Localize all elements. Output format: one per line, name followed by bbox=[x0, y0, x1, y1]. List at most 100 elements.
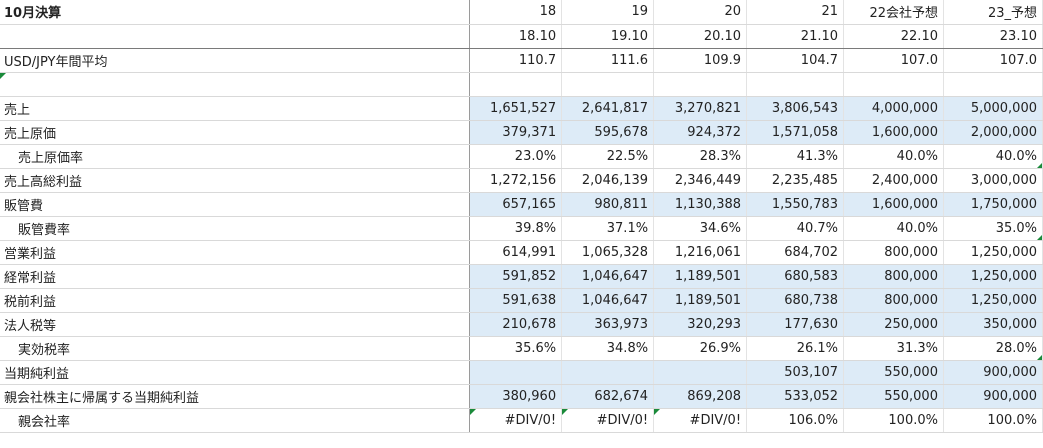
cell-blank[interactable] bbox=[561, 72, 655, 97]
value-cell[interactable]: 26.1% bbox=[746, 336, 845, 361]
value-cell[interactable]: 3,270,821 bbox=[653, 96, 748, 121]
value-cell[interactable]: 682,674 bbox=[561, 384, 655, 409]
value-cell[interactable]: 100.0% bbox=[943, 408, 1043, 433]
value-cell[interactable]: 177,630 bbox=[746, 312, 845, 337]
cell-blank[interactable] bbox=[843, 72, 944, 97]
value-cell[interactable]: 2,235,485 bbox=[746, 168, 845, 193]
value-cell[interactable]: 1,065,328 bbox=[561, 240, 655, 265]
value-cell[interactable]: 40.0% bbox=[843, 144, 944, 169]
value-cell[interactable]: 550,000 bbox=[843, 384, 944, 409]
value-cell[interactable]: 1,600,000 bbox=[843, 120, 944, 145]
value-cell[interactable]: 614,991 bbox=[469, 240, 563, 265]
value-cell[interactable]: 680,583 bbox=[746, 264, 845, 289]
value-cell[interactable]: 320,293 bbox=[653, 312, 748, 337]
cell-fx-23[interactable]: 107.0 bbox=[943, 48, 1043, 73]
value-cell[interactable]: 1,550,783 bbox=[746, 192, 845, 217]
value-cell[interactable]: 2,400,000 bbox=[843, 168, 944, 193]
value-cell[interactable] bbox=[653, 360, 748, 385]
value-cell[interactable]: 2,641,817 bbox=[561, 96, 655, 121]
cell-period-label[interactable] bbox=[0, 24, 471, 49]
value-cell[interactable]: 1,651,527 bbox=[469, 96, 563, 121]
value-cell[interactable]: 591,638 bbox=[469, 288, 563, 313]
row-label[interactable]: 税前利益 bbox=[0, 288, 471, 313]
value-cell[interactable]: 800,000 bbox=[843, 240, 944, 265]
value-cell[interactable]: 1,250,000 bbox=[943, 288, 1043, 313]
value-cell[interactable]: 34.8% bbox=[561, 336, 655, 361]
value-cell[interactable]: 2,346,449 bbox=[653, 168, 748, 193]
value-cell[interactable]: 31.3% bbox=[843, 336, 944, 361]
value-cell[interactable] bbox=[469, 360, 563, 385]
value-cell[interactable]: 1,250,000 bbox=[943, 240, 1043, 265]
value-cell[interactable]: 900,000 bbox=[943, 360, 1043, 385]
cell-fx-18[interactable]: 110.7 bbox=[469, 48, 563, 73]
value-cell[interactable]: 379,371 bbox=[469, 120, 563, 145]
value-cell[interactable]: #DIV/0! bbox=[653, 408, 748, 433]
value-cell[interactable]: 800,000 bbox=[843, 288, 944, 313]
value-cell[interactable]: 503,107 bbox=[746, 360, 845, 385]
value-cell[interactable]: 22.5% bbox=[561, 144, 655, 169]
value-cell[interactable]: 1,130,388 bbox=[653, 192, 748, 217]
value-cell[interactable]: 1,216,061 bbox=[653, 240, 748, 265]
cell-year-22[interactable]: 22会社予想 bbox=[843, 0, 944, 25]
cell-fx-22[interactable]: 107.0 bbox=[843, 48, 944, 73]
value-cell[interactable]: 1,189,501 bbox=[653, 264, 748, 289]
value-cell[interactable]: 100.0% bbox=[843, 408, 944, 433]
value-cell[interactable]: 2,000,000 bbox=[943, 120, 1043, 145]
row-label[interactable]: 売上原価 bbox=[0, 120, 471, 145]
cell-fx-20[interactable]: 109.9 bbox=[653, 48, 748, 73]
cell-fx-21[interactable]: 104.7 bbox=[746, 48, 845, 73]
value-cell[interactable]: 34.6% bbox=[653, 216, 748, 241]
cell-period-20[interactable]: 20.10 bbox=[653, 24, 748, 49]
value-cell[interactable]: 900,000 bbox=[943, 384, 1043, 409]
value-cell[interactable]: 869,208 bbox=[653, 384, 748, 409]
value-cell[interactable]: 1,189,501 bbox=[653, 288, 748, 313]
row-label[interactable]: 販管費 bbox=[0, 192, 471, 217]
value-cell[interactable]: 363,973 bbox=[561, 312, 655, 337]
value-cell[interactable]: 980,811 bbox=[561, 192, 655, 217]
value-cell[interactable]: 533,052 bbox=[746, 384, 845, 409]
value-cell[interactable]: 40.7% bbox=[746, 216, 845, 241]
value-cell[interactable]: 28.3% bbox=[653, 144, 748, 169]
value-cell[interactable]: #DIV/0! bbox=[561, 408, 655, 433]
cell-year-19[interactable]: 19 bbox=[561, 0, 655, 25]
row-label[interactable]: 親会社率 bbox=[0, 408, 471, 433]
cell-blank[interactable] bbox=[0, 72, 471, 97]
cell-blank[interactable] bbox=[469, 72, 563, 97]
value-cell[interactable]: 2,046,139 bbox=[561, 168, 655, 193]
value-cell[interactable]: 23.0% bbox=[469, 144, 563, 169]
cell-period-22[interactable]: 22.10 bbox=[843, 24, 944, 49]
value-cell[interactable]: 591,852 bbox=[469, 264, 563, 289]
value-cell[interactable]: 595,678 bbox=[561, 120, 655, 145]
value-cell[interactable]: #DIV/0! bbox=[469, 408, 563, 433]
row-label[interactable]: 販管費率 bbox=[0, 216, 471, 241]
value-cell[interactable]: 35.6% bbox=[469, 336, 563, 361]
value-cell[interactable]: 39.8% bbox=[469, 216, 563, 241]
cell-period-19[interactable]: 19.10 bbox=[561, 24, 655, 49]
value-cell[interactable]: 1,750,000 bbox=[943, 192, 1043, 217]
value-cell[interactable]: 680,738 bbox=[746, 288, 845, 313]
row-label[interactable]: 営業利益 bbox=[0, 240, 471, 265]
value-cell[interactable] bbox=[561, 360, 655, 385]
cell-blank[interactable] bbox=[653, 72, 748, 97]
value-cell[interactable]: 106.0% bbox=[746, 408, 845, 433]
value-cell[interactable]: 1,272,156 bbox=[469, 168, 563, 193]
value-cell[interactable]: 28.0% bbox=[943, 336, 1043, 361]
value-cell[interactable]: 550,000 bbox=[843, 360, 944, 385]
value-cell[interactable]: 1,250,000 bbox=[943, 264, 1043, 289]
value-cell[interactable]: 40.0% bbox=[943, 144, 1043, 169]
cell-year-18[interactable]: 18 bbox=[469, 0, 563, 25]
cell-fiscal-label[interactable]: 10月決算 bbox=[0, 0, 471, 25]
value-cell[interactable]: 37.1% bbox=[561, 216, 655, 241]
cell-year-20[interactable]: 20 bbox=[653, 0, 748, 25]
value-cell[interactable]: 3,806,543 bbox=[746, 96, 845, 121]
value-cell[interactable]: 250,000 bbox=[843, 312, 944, 337]
cell-period-23[interactable]: 23.10 bbox=[943, 24, 1043, 49]
value-cell[interactable]: 41.3% bbox=[746, 144, 845, 169]
row-label[interactable]: 当期純利益 bbox=[0, 360, 471, 385]
value-cell[interactable]: 380,960 bbox=[469, 384, 563, 409]
value-cell[interactable]: 684,702 bbox=[746, 240, 845, 265]
value-cell[interactable]: 3,000,000 bbox=[943, 168, 1043, 193]
value-cell[interactable]: 1,571,058 bbox=[746, 120, 845, 145]
row-label[interactable]: 売上 bbox=[0, 96, 471, 121]
cell-period-18[interactable]: 18.10 bbox=[469, 24, 563, 49]
